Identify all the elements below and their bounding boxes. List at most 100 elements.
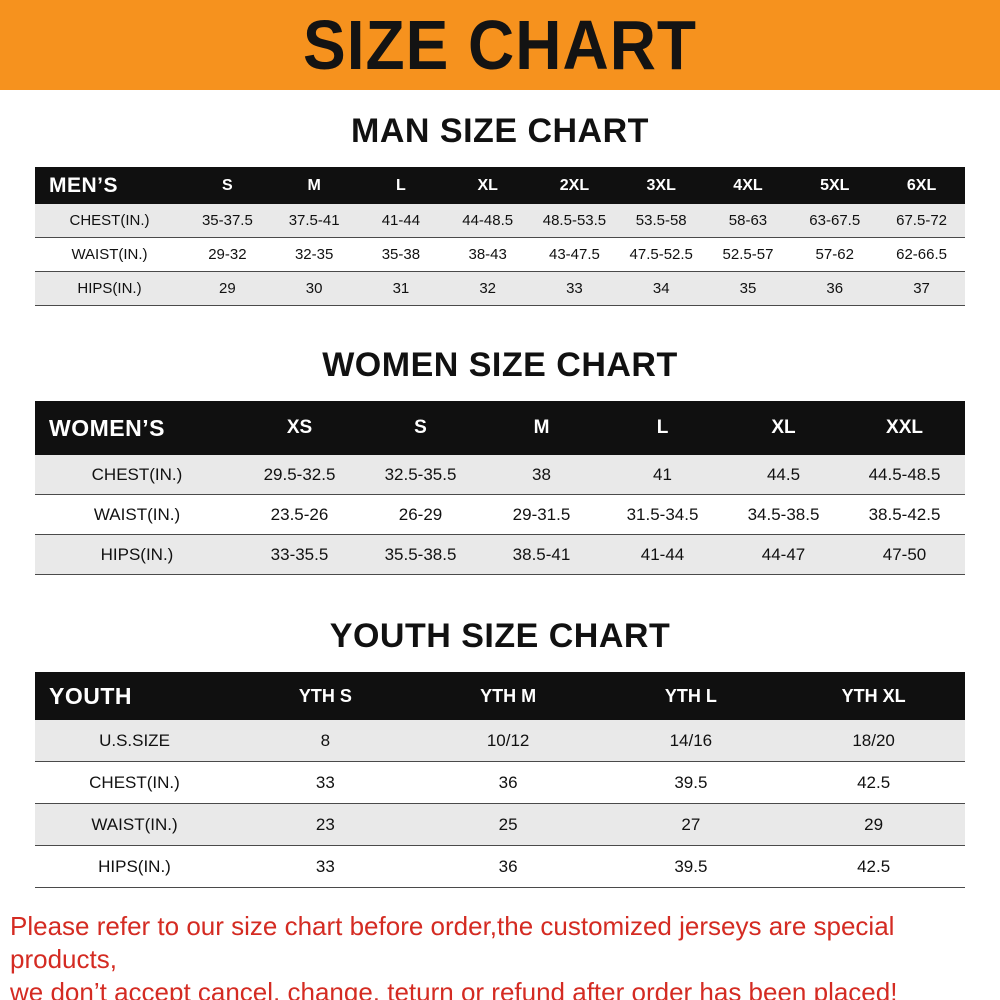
cell-value: 34.5-38.5 — [723, 494, 844, 535]
disclaimer-note: Please refer to our size chart before or… — [10, 910, 992, 1000]
cell-value: 32.5-35.5 — [360, 455, 481, 495]
youth-section-title: YOUTH SIZE CHART — [329, 617, 671, 655]
cell-value: 63-67.5 — [791, 204, 879, 238]
cell-value: 8 — [234, 720, 417, 762]
cell-value: 38.5-41 — [481, 534, 602, 575]
page-title: SIZE CHART — [303, 6, 697, 84]
cell-value: 44-47 — [723, 534, 844, 575]
cell-value: 31.5-34.5 — [602, 494, 723, 535]
cell-value: 33 — [234, 761, 417, 804]
youth-size-table: YOUTH YTH S YTH M YTH L YTH XL U.S.SIZE 8 10/12… — [35, 672, 965, 888]
row-label: HIPS(IN.) — [35, 845, 234, 888]
table-corner-label: MEN’S — [35, 167, 184, 204]
row-label: U.S.SIZE — [35, 720, 234, 762]
cell-value: 44-48.5 — [444, 204, 532, 238]
cell-value: 33 — [531, 271, 618, 306]
column-header: L — [602, 401, 723, 455]
column-header: 3XL — [617, 167, 705, 204]
cell-value: 39.5 — [599, 761, 783, 804]
table-corner-label: WOMEN’S — [35, 401, 239, 455]
cell-value: 44.5 — [723, 455, 844, 495]
table-row: WAIST(IN.) 29-32 32-35 35-38 38-43 43-47.5 47.… — [35, 237, 965, 272]
women-size-table: WOMEN’S XS S M L XL XXL CHEST(IN.) 29.5-32.5 32.5… — [35, 401, 965, 575]
cell-value: 30 — [270, 271, 358, 306]
cell-value: 33-35.5 — [239, 534, 360, 575]
cell-value: 67.5-72 — [878, 204, 965, 238]
disclaimer-line-2: we don’t accept cancel, change, teturn o… — [10, 977, 898, 1000]
men-size-table: MEN’S S M L XL 2XL 3XL 4XL 5XL 6XL CHEST(IN.) 35-37… — [35, 167, 965, 306]
column-header: YTH XL — [782, 672, 965, 720]
cell-value: 41 — [602, 455, 723, 495]
column-header: YTH M — [416, 672, 600, 720]
top-banner: SIZE CHART — [0, 0, 1000, 90]
cell-value: 42.5 — [782, 761, 965, 804]
cell-value: 57-62 — [791, 237, 879, 272]
cell-value: 39.5 — [599, 845, 783, 888]
cell-value: 37.5-41 — [270, 204, 358, 238]
column-header: 4XL — [704, 167, 792, 204]
cell-value: 42.5 — [782, 845, 965, 888]
row-label: CHEST(IN.) — [35, 761, 234, 804]
cell-value: 38 — [481, 455, 602, 495]
table-row: HIPS(IN.) 33 36 39.5 42.5 — [35, 845, 965, 888]
table-row: HIPS(IN.) 33-35.5 35.5-38.5 38.5-41 41-44 44-… — [35, 534, 965, 575]
cell-value: 41-44 — [602, 534, 723, 575]
row-label: CHEST(IN.) — [35, 455, 239, 495]
column-header: S — [184, 167, 271, 204]
cell-value: 29-31.5 — [481, 494, 602, 535]
cell-value: 53.5-58 — [617, 204, 705, 238]
table-header-row: MEN’S S M L XL 2XL 3XL 4XL 5XL 6XL — [35, 167, 965, 204]
table-row: WAIST(IN.) 23.5-26 26-29 29-31.5 31.5-34.5 34… — [35, 494, 965, 535]
cell-value: 52.5-57 — [704, 237, 792, 272]
cell-value: 33 — [234, 845, 417, 888]
cell-value: 47-50 — [844, 534, 965, 575]
table-row: CHEST(IN.) 33 36 39.5 42.5 — [35, 761, 965, 804]
cell-value: 23 — [234, 803, 417, 846]
row-label: CHEST(IN.) — [35, 204, 184, 238]
table-row: CHEST(IN.) 35-37.5 37.5-41 41-44 44-48.5 48.5… — [35, 204, 965, 238]
column-header: YTH S — [234, 672, 417, 720]
cell-value: 29 — [782, 803, 965, 846]
cell-value: 34 — [617, 271, 705, 306]
cell-value: 35-38 — [357, 237, 445, 272]
cell-value: 27 — [599, 803, 783, 846]
column-header: XL — [723, 401, 844, 455]
cell-value: 36 — [791, 271, 879, 306]
cell-value: 29 — [184, 271, 271, 306]
cell-value: 35 — [704, 271, 792, 306]
table-row: CHEST(IN.) 29.5-32.5 32.5-35.5 38 41 44.5 44.5… — [35, 455, 965, 495]
column-header: 2XL — [531, 167, 618, 204]
cell-value: 62-66.5 — [878, 237, 965, 272]
row-label: WAIST(IN.) — [35, 237, 184, 272]
row-label: WAIST(IN.) — [35, 494, 239, 535]
women-section-title: WOMEN SIZE CHART — [322, 346, 678, 384]
cell-value: 47.5-52.5 — [617, 237, 705, 272]
cell-value: 32-35 — [270, 237, 358, 272]
row-label: HIPS(IN.) — [35, 271, 184, 306]
cell-value: 14/16 — [599, 720, 783, 762]
column-header: XL — [444, 167, 532, 204]
cell-value: 36 — [416, 845, 600, 888]
cell-value: 10/12 — [416, 720, 600, 762]
column-header: S — [360, 401, 481, 455]
cell-value: 35-37.5 — [184, 204, 271, 238]
column-header: M — [270, 167, 358, 204]
cell-value: 18/20 — [782, 720, 965, 762]
cell-value: 31 — [357, 271, 445, 306]
row-label: WAIST(IN.) — [35, 803, 234, 846]
cell-value: 35.5-38.5 — [360, 534, 481, 575]
disclaimer-line-1: Please refer to our size chart before or… — [10, 911, 895, 974]
column-header: 5XL — [791, 167, 879, 204]
table-row: U.S.SIZE 8 10/12 14/16 18/20 — [35, 720, 965, 762]
table-row: HIPS(IN.) 29 30 31 32 33 34 35 36 37 — [35, 271, 965, 306]
cell-value: 58-63 — [704, 204, 792, 238]
column-header: XS — [239, 401, 360, 455]
cell-value: 23.5-26 — [239, 494, 360, 535]
cell-value: 29.5-32.5 — [239, 455, 360, 495]
cell-value: 38.5-42.5 — [844, 494, 965, 535]
cell-value: 37 — [878, 271, 965, 306]
table-header-row: WOMEN’S XS S M L XL XXL — [35, 401, 965, 455]
column-header: M — [481, 401, 602, 455]
table-row: WAIST(IN.) 23 25 27 29 — [35, 803, 965, 846]
cell-value: 26-29 — [360, 494, 481, 535]
